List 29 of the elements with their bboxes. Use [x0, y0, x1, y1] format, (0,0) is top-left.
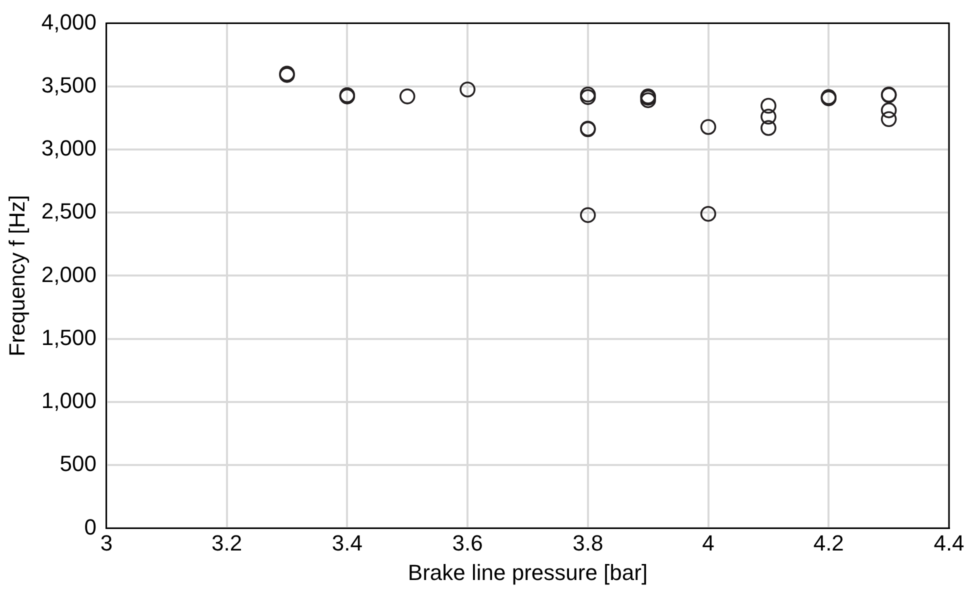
x-tick-label: 4.2 — [813, 530, 844, 556]
y-tick-label: 1,000 — [41, 388, 96, 414]
y-tick-label: 3,000 — [41, 136, 96, 161]
point — [880, 102, 897, 118]
point — [760, 98, 776, 114]
y-tick-label: 1,500 — [41, 324, 96, 350]
y-tick-label: 4,000 — [41, 9, 96, 34]
x-tick-label: 4.4 — [934, 530, 964, 556]
y-tick-label: 2,000 — [41, 262, 96, 287]
x-tick-label: 3.4 — [332, 530, 362, 556]
x-tick-label: 4 — [702, 530, 714, 556]
point — [700, 206, 716, 222]
point — [580, 207, 596, 223]
x-tick-label: 3 — [100, 530, 113, 556]
y-tick-label: 2,500 — [41, 198, 96, 224]
y-tick-label: 3,500 — [41, 72, 96, 98]
point — [880, 111, 897, 128]
point — [399, 88, 416, 104]
y-tick-label: 0 — [84, 514, 96, 540]
point — [760, 108, 776, 125]
point — [700, 119, 716, 135]
y-tick-label: 500 — [60, 451, 96, 476]
x-tick-label: 3.2 — [212, 530, 242, 556]
y-axis-title: Frequency f [Hz] — [4, 195, 30, 356]
x-axis-title: Brake line pressure [bar] — [408, 560, 648, 585]
point — [460, 82, 476, 98]
x-tick-label: 3.6 — [452, 530, 483, 556]
x-tick-label: 3.8 — [572, 530, 604, 556]
point — [760, 120, 776, 136]
